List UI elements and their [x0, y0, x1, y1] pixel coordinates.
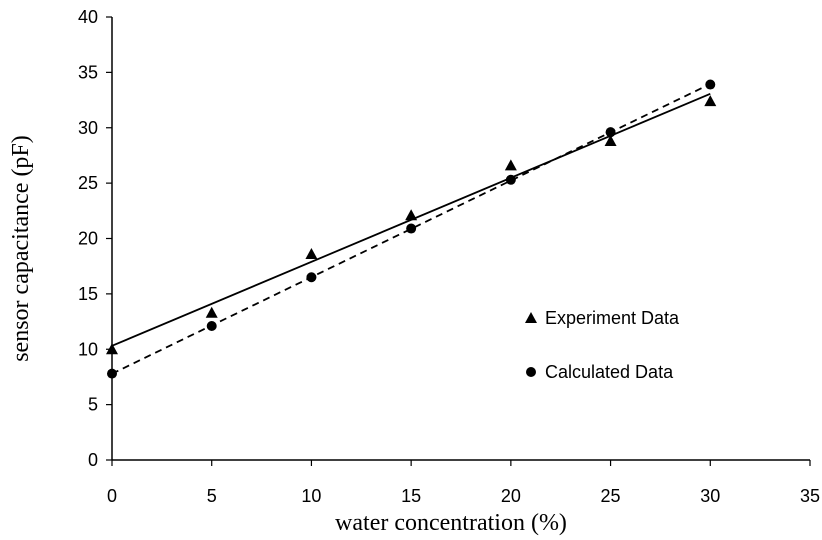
x-tick-label: 15: [401, 486, 421, 506]
legend-label: Experiment Data: [545, 308, 680, 328]
experiment-data-point: [704, 95, 717, 107]
x-tick-label: 20: [501, 486, 521, 506]
x-tick-label: 25: [601, 486, 621, 506]
y-tick-label: 35: [78, 62, 98, 82]
y-tick-label: 25: [78, 173, 98, 193]
x-axis-title: water concentration (%): [335, 510, 567, 536]
x-tick-label: 0: [107, 486, 117, 506]
x-tick-label: 35: [800, 486, 820, 506]
experiment-data-point: [305, 248, 318, 260]
calculated-data-point: [505, 174, 516, 185]
y-tick-label: 10: [78, 339, 98, 359]
experiment-data-point: [604, 135, 617, 147]
legend-circle-icon: [526, 367, 536, 377]
legend: Experiment Data Calculated Data: [525, 308, 680, 382]
y-tick-label: 20: [78, 229, 98, 249]
calculated-data-point: [705, 79, 716, 90]
y-axis-title: sensor capacitance (pF): [8, 135, 34, 362]
axes: [111, 17, 810, 461]
y-tick-label: 40: [78, 7, 98, 27]
data-points: [106, 79, 717, 379]
y-tick-label: 15: [78, 284, 98, 304]
experiment-data-point: [106, 343, 118, 355]
y-tick-label: 5: [88, 395, 98, 415]
calculated-data-point: [605, 127, 616, 138]
ticks: 0 5 10 15 20 25 30 35 40 0 5 10 15 20 25 30 35: [78, 7, 820, 506]
calculated-data-point: [406, 223, 417, 234]
calculated-data-point: [306, 272, 317, 283]
y-tick-label: 30: [78, 118, 98, 138]
calculated-data-point: [107, 368, 117, 379]
calculated-data-point: [206, 320, 217, 331]
x-tick-label: 10: [301, 486, 321, 506]
experiment-data-point: [205, 306, 218, 318]
x-tick-label: 30: [700, 486, 720, 506]
experiment-data-point: [405, 209, 418, 221]
experiment-data-point: [504, 159, 517, 171]
x-tick-label: 5: [207, 486, 217, 506]
legend-label: Calculated Data: [545, 362, 674, 382]
y-tick-label: 0: [88, 450, 98, 470]
legend-triangle-icon: [525, 312, 537, 323]
